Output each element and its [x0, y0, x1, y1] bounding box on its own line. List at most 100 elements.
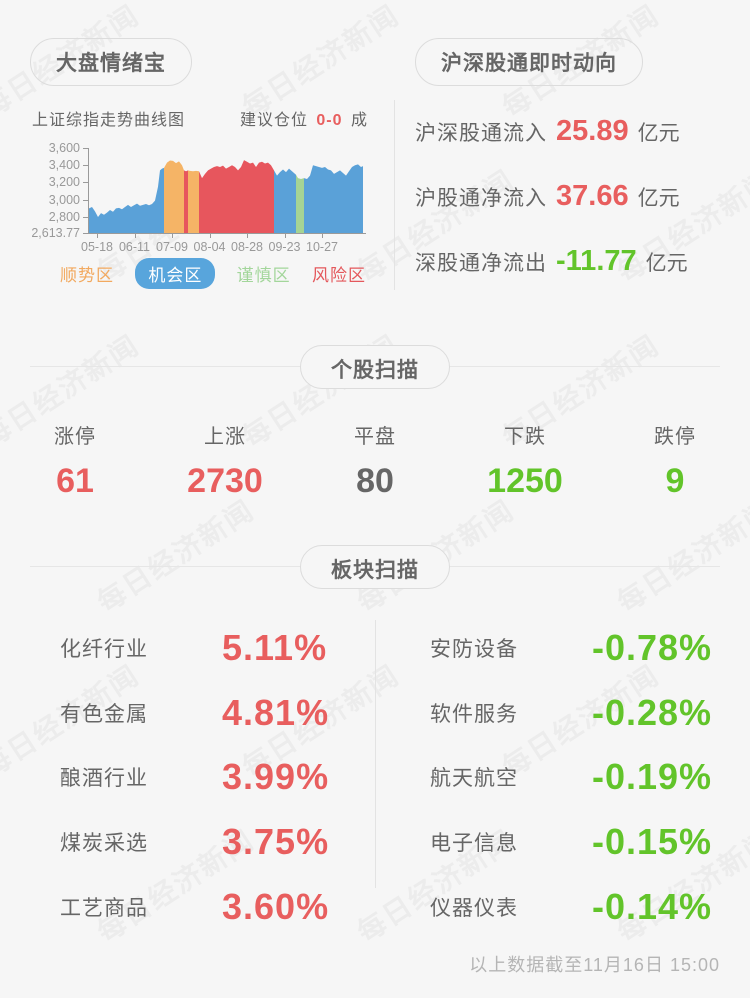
sector-row: 安防设备 -0.78%: [375, 616, 720, 681]
sector-label: 仪器仪表: [430, 896, 518, 920]
legend-item-caution-zone: 谨慎区: [236, 266, 291, 285]
chart-zone-segment: [184, 170, 188, 233]
sector-label: 化纤行业: [60, 638, 148, 662]
y-axis-tick-mark: [83, 182, 88, 184]
legend-item-chance-zone: 机会区: [135, 258, 216, 289]
chart-zone-segment: [188, 170, 199, 233]
connect-panel-title-badge: 沪深股通即时动向: [415, 38, 643, 86]
x-axis-tick-label: 06-11: [118, 240, 151, 254]
connect-panel-title: 沪深股通即时动向: [415, 38, 643, 86]
chart-legend: 顺势区 机会区 谨慎区 风险区: [60, 258, 366, 289]
connect-row-label: 沪深股通流入: [415, 121, 547, 145]
y-axis-tick-label: 3,000: [48, 192, 80, 207]
connect-row-value: -11.77: [556, 245, 637, 277]
chart-zone-segment: [89, 167, 164, 233]
chart-title: 上证综指走势曲线图: [32, 112, 186, 129]
connect-row: 深股通净流出 -11.77 亿元: [415, 229, 735, 294]
x-axis-tick-label: 07-09: [156, 240, 188, 254]
stat-limit-up: 涨停 61: [0, 420, 150, 501]
chart-zone-segment: [304, 164, 363, 233]
position-advice-suffix: 成: [350, 112, 368, 129]
sector-row: 煤炭采选 3.75%: [30, 810, 375, 875]
x-axis-tick-mark: [284, 234, 286, 238]
y-axis-tick-label: 2,800: [48, 209, 80, 224]
sector-change: -0.14%: [592, 885, 713, 927]
stat-label: 上涨: [204, 426, 246, 448]
chart-zone-segment: [274, 168, 296, 233]
connect-row-label: 沪股通净流入: [415, 186, 547, 210]
chart-zone-segment: [164, 160, 184, 233]
x-axis-tick-label: 08-28: [231, 240, 263, 254]
position-advice-value: 0-0: [316, 112, 343, 129]
sector-vertical-divider: [375, 620, 376, 888]
sector-row: 化纤行业 5.11%: [30, 616, 375, 681]
chart-header: 上证综指走势曲线图 建议仓位 0-0 成: [32, 106, 368, 130]
sector-scan-header: 板块扫描: [30, 545, 720, 589]
sector-row: 有色金属 4.81%: [30, 681, 375, 746]
legend-item-trend-zone: 顺势区: [60, 266, 114, 285]
sector-row: 酿酒行业 3.99%: [30, 745, 375, 810]
sentiment-panel-title-badge: 大盘情绪宝: [30, 38, 192, 86]
sector-label: 电子信息: [430, 832, 518, 856]
stat-flat: 平盘 80: [300, 420, 450, 501]
sector-row: 软件服务 -0.28%: [375, 681, 720, 746]
stat-label: 涨停: [54, 426, 96, 448]
x-axis-tick-mark: [209, 234, 211, 238]
y-axis-tick-mark: [83, 148, 88, 149]
connect-row-value: 37.66: [556, 180, 629, 212]
sector-change: 5.11%: [222, 627, 328, 669]
sector-change: -0.28%: [592, 691, 713, 733]
sector-change: 3.60%: [222, 885, 330, 927]
y-axis-tick-mark: [83, 199, 88, 201]
sentiment-panel-title: 大盘情绪宝: [30, 38, 192, 86]
stock-scan-title: 个股扫描: [300, 345, 450, 389]
y-axis-tick-label: 3,600: [48, 141, 80, 155]
sector-change: -0.78%: [592, 627, 713, 669]
y-axis-tick-mark: [83, 165, 88, 167]
sector-label: 航天航空: [430, 767, 518, 791]
stat-rising: 上涨 2730: [150, 420, 300, 501]
index-area-chart: [89, 160, 363, 233]
sector-label: 有色金属: [60, 702, 148, 726]
x-axis-tick-mark: [247, 234, 248, 238]
stat-value: 9: [665, 462, 685, 500]
stock-scan-header: 个股扫描: [30, 345, 720, 389]
stat-value: 1250: [487, 462, 563, 500]
x-axis-tick-mark: [134, 234, 136, 238]
sector-row: 电子信息 -0.15%: [375, 810, 720, 875]
connect-panel-rows: 沪深股通流入 25.89 亿元 沪股通净流入 37.66 亿元 深股通净流出 -…: [415, 99, 735, 294]
sector-label: 安防设备: [430, 638, 518, 662]
x-axis-tick-mark: [172, 234, 173, 238]
x-axis-tick-mark: [97, 234, 98, 238]
sector-label: 酿酒行业: [60, 767, 148, 791]
stat-value: 80: [356, 462, 394, 500]
sector-scan-grid: 化纤行业 5.11% 有色金属 4.81% 酿酒行业 3.99% 煤炭采选 3.…: [30, 616, 720, 939]
connect-row: 沪深股通流入 25.89 亿元: [415, 99, 735, 164]
data-cutoff-note: 以上数据截至11月16日 15:00: [469, 955, 720, 975]
y-axis-tick-label: 2,613.77: [31, 226, 80, 240]
connect-row-unit: 亿元: [637, 186, 680, 210]
sector-gainers-column: 化纤行业 5.11% 有色金属 4.81% 酿酒行业 3.99% 煤炭采选 3.…: [30, 616, 375, 939]
connect-row: 沪股通净流入 37.66 亿元: [415, 164, 735, 229]
chart-zone-segment: [199, 160, 274, 233]
y-axis-tick-label: 3,400: [48, 158, 80, 173]
position-advice: 建议仓位 0-0 成: [240, 106, 368, 130]
y-axis-tick-mark: [83, 233, 88, 234]
chart-zone-segment: [296, 174, 304, 233]
x-axis-tick-label: 05-18: [81, 240, 113, 254]
sector-label: 煤炭采选: [60, 832, 148, 856]
chart-plot-area: [88, 148, 366, 234]
stat-limit-down: 跌停 9: [600, 420, 750, 501]
sector-change: 4.81%: [222, 691, 330, 733]
stat-label: 跌停: [654, 426, 696, 448]
sector-row: 工艺商品 3.60%: [30, 874, 375, 939]
y-axis-tick-mark: [83, 216, 88, 218]
sector-losers-column: 安防设备 -0.78% 软件服务 -0.28% 航天航空 -0.19% 电子信息…: [375, 616, 720, 939]
sector-scan-title: 板块扫描: [300, 545, 450, 589]
stat-label: 平盘: [354, 426, 396, 448]
sector-label: 软件服务: [430, 702, 518, 726]
connect-row-value: 25.89: [556, 115, 629, 147]
stat-label: 下跌: [504, 426, 546, 448]
top-vertical-divider: [394, 100, 395, 290]
sector-row: 仪器仪表 -0.14%: [375, 874, 720, 939]
